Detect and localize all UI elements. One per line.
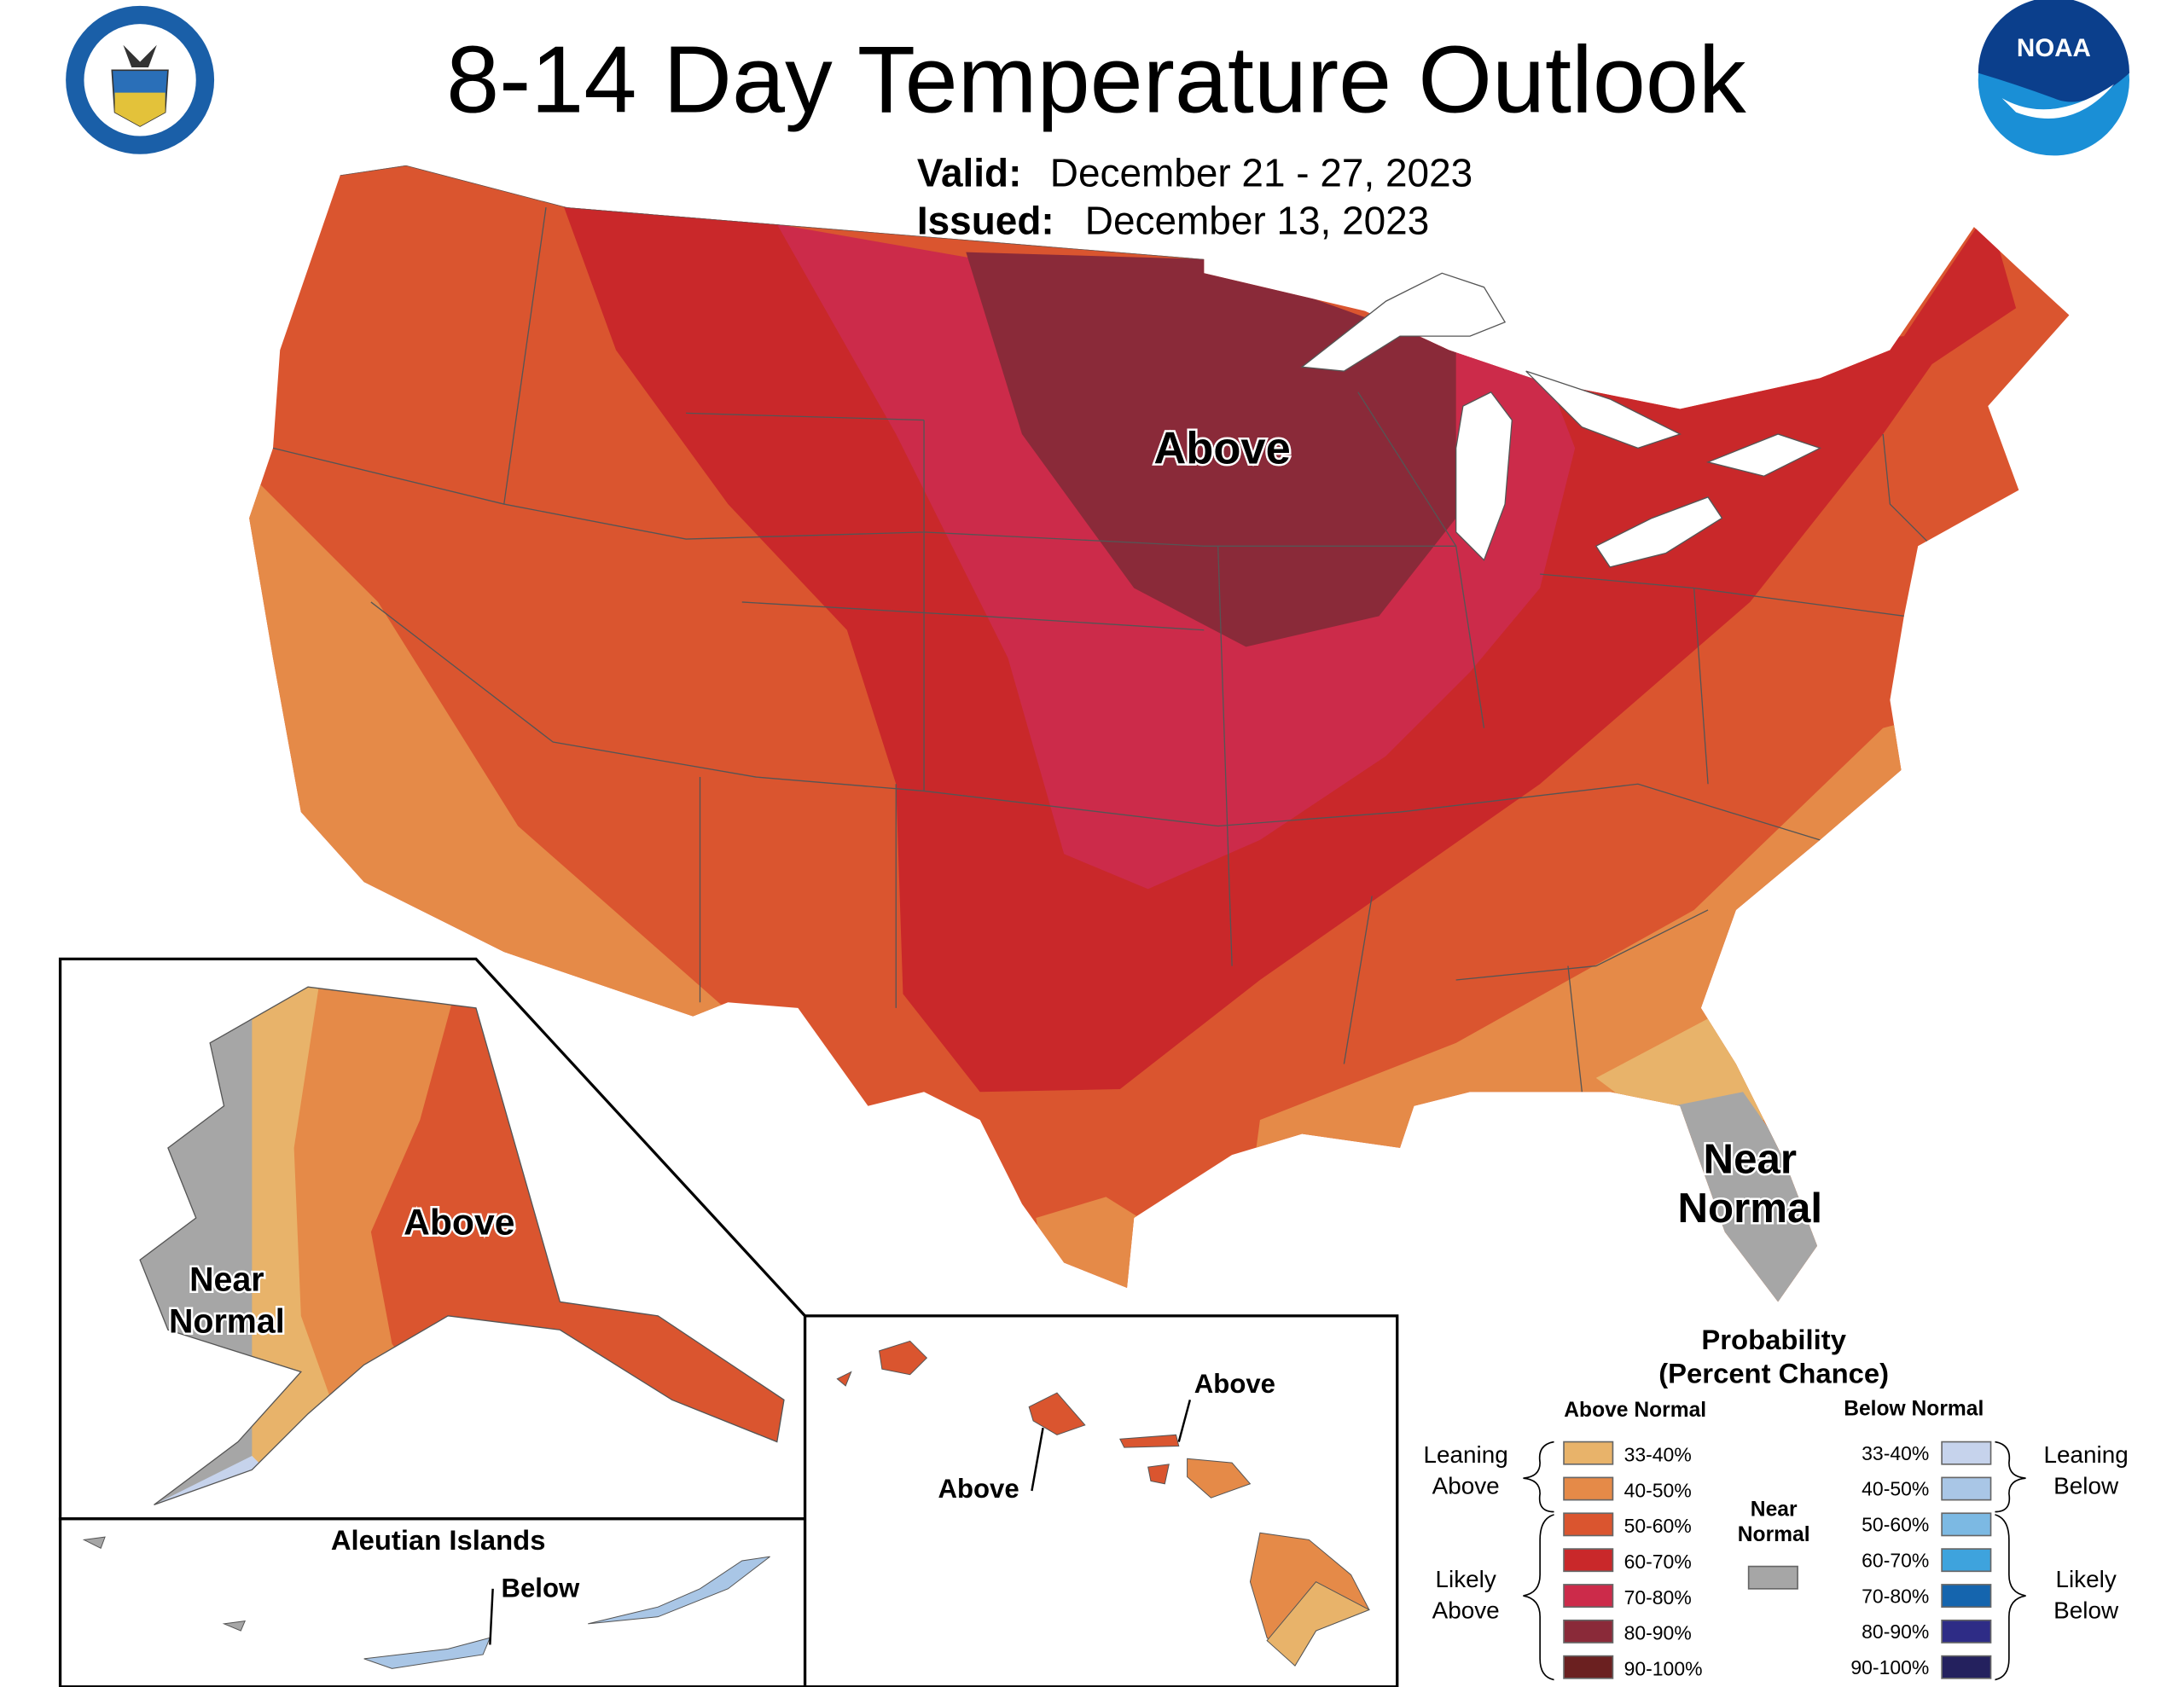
legend-below-swatch	[1941, 1548, 1992, 1573]
legend-below-swatch	[1941, 1441, 1992, 1465]
legend-below-items: 33-40% 40-50% 50-60% 60-70% 70-80% 80-90% 90-1…	[1850, 1441, 1992, 1679]
likely-below-label: Likely	[2055, 1566, 2116, 1592]
legend-below-range: 80-90%	[1862, 1620, 1929, 1643]
legend-below-swatch	[1941, 1584, 1992, 1608]
legend-title: Probability	[1701, 1324, 1846, 1355]
legend-below-range: 60-70%	[1862, 1549, 1929, 1571]
legend-above-swatch	[1563, 1619, 1614, 1644]
florida-near-label: Near	[1704, 1135, 1797, 1182]
legend-below-range: 70-80%	[1862, 1585, 1929, 1607]
legend-above-swatch	[1563, 1584, 1614, 1608]
near-normal-label: Normal	[1738, 1523, 1810, 1546]
legend-below-swatch	[1941, 1655, 1992, 1679]
hawaii-pointer-2	[1031, 1427, 1044, 1492]
legend-above-range: 80-90%	[1624, 1622, 1692, 1644]
legend-below-header: Below Normal	[1844, 1397, 1984, 1420]
leaning-below-label: Leaning	[2044, 1441, 2129, 1468]
legend-below-range: 50-60%	[1862, 1514, 1929, 1536]
state-borders	[272, 165, 1933, 1093]
doc-seal-logo	[66, 5, 215, 154]
brace-icon	[1523, 1441, 1554, 1513]
noaa-logo: NOAA	[1978, 0, 2129, 156]
legend-above-range: 60-70%	[1624, 1551, 1692, 1573]
region-florida-near-normal	[1673, 1092, 1827, 1302]
alaska-near-label: Near	[189, 1261, 264, 1298]
region-south-texas-40-50	[1036, 1197, 1163, 1302]
noaa-logo-text: NOAA	[2017, 34, 2091, 62]
brace-icon	[1995, 1514, 2026, 1681]
aleutian-title: Aleutian Islands	[331, 1524, 546, 1556]
near-normal-label: Near	[1751, 1499, 1798, 1522]
near-normal-swatch	[1747, 1565, 1798, 1590]
florida-normal-label: Normal	[1677, 1185, 1822, 1232]
likely-below-label: Below	[2053, 1597, 2119, 1623]
alaska-above-label: Above	[404, 1203, 514, 1244]
legend-above-range: 40-50%	[1624, 1479, 1692, 1501]
legend-below-swatch	[1941, 1476, 1992, 1501]
legend-below-range: 40-50%	[1862, 1478, 1929, 1500]
issued-value: December 13, 2023	[1085, 198, 1429, 242]
legend-below-range: 90-100%	[1850, 1656, 1929, 1678]
valid-label: Valid:	[917, 151, 1022, 195]
legend-above-swatch	[1563, 1476, 1614, 1501]
leaning-above-label: Leaning	[1424, 1441, 1508, 1468]
legend-subtitle: (Percent Chance)	[1658, 1358, 1889, 1389]
legend-above-swatch	[1563, 1441, 1614, 1465]
legend-above-items: 33-40% 40-50% 50-60% 60-70% 70-80% 80-90% 90-1…	[1563, 1441, 1703, 1680]
alaska-normal-label: Normal	[169, 1303, 285, 1341]
leaning-above-label: Above	[1432, 1472, 1500, 1499]
legend-above-header: Above Normal	[1564, 1399, 1706, 1422]
leaning-below-label: Below	[2053, 1472, 2119, 1499]
conus-above-label: Above	[1153, 423, 1290, 473]
legend-above-swatch	[1563, 1655, 1614, 1679]
brace-icon	[1523, 1514, 1554, 1681]
likely-above-label: Above	[1432, 1597, 1500, 1623]
aleutian-below-label: Below	[501, 1574, 580, 1603]
legend-above-range: 70-80%	[1624, 1586, 1692, 1609]
brace-icon	[1995, 1441, 2026, 1513]
legend-above-swatch	[1563, 1548, 1614, 1573]
issued-label: Issued:	[917, 198, 1054, 242]
hawaii-above-label-2: Above	[938, 1474, 1019, 1504]
hawaii-pointer-1	[1177, 1399, 1192, 1442]
hawaii-islands	[836, 1340, 1371, 1667]
aleutian-pointer	[489, 1588, 494, 1645]
legend-below-swatch	[1941, 1512, 1992, 1537]
great-lakes	[1300, 272, 1822, 568]
aleutian-islands	[82, 1536, 770, 1669]
legend-below-swatch	[1941, 1619, 1992, 1644]
hawaii-above-label-1: Above	[1194, 1369, 1275, 1399]
legend-above-range: 33-40%	[1624, 1444, 1692, 1466]
legend-above-range: 50-60%	[1624, 1515, 1692, 1537]
valid-value: December 21 - 27, 2023	[1050, 151, 1472, 195]
legend-below-range: 33-40%	[1862, 1442, 1929, 1464]
page-title: 8-14 Day Temperature Outlook	[446, 26, 1746, 133]
legend-above-range: 90-100%	[1624, 1658, 1703, 1680]
legend-above-swatch	[1563, 1512, 1614, 1537]
likely-above-label: Likely	[1436, 1566, 1496, 1592]
legend: Probability (Percent Chance) Above Norma…	[1424, 1324, 2129, 1681]
